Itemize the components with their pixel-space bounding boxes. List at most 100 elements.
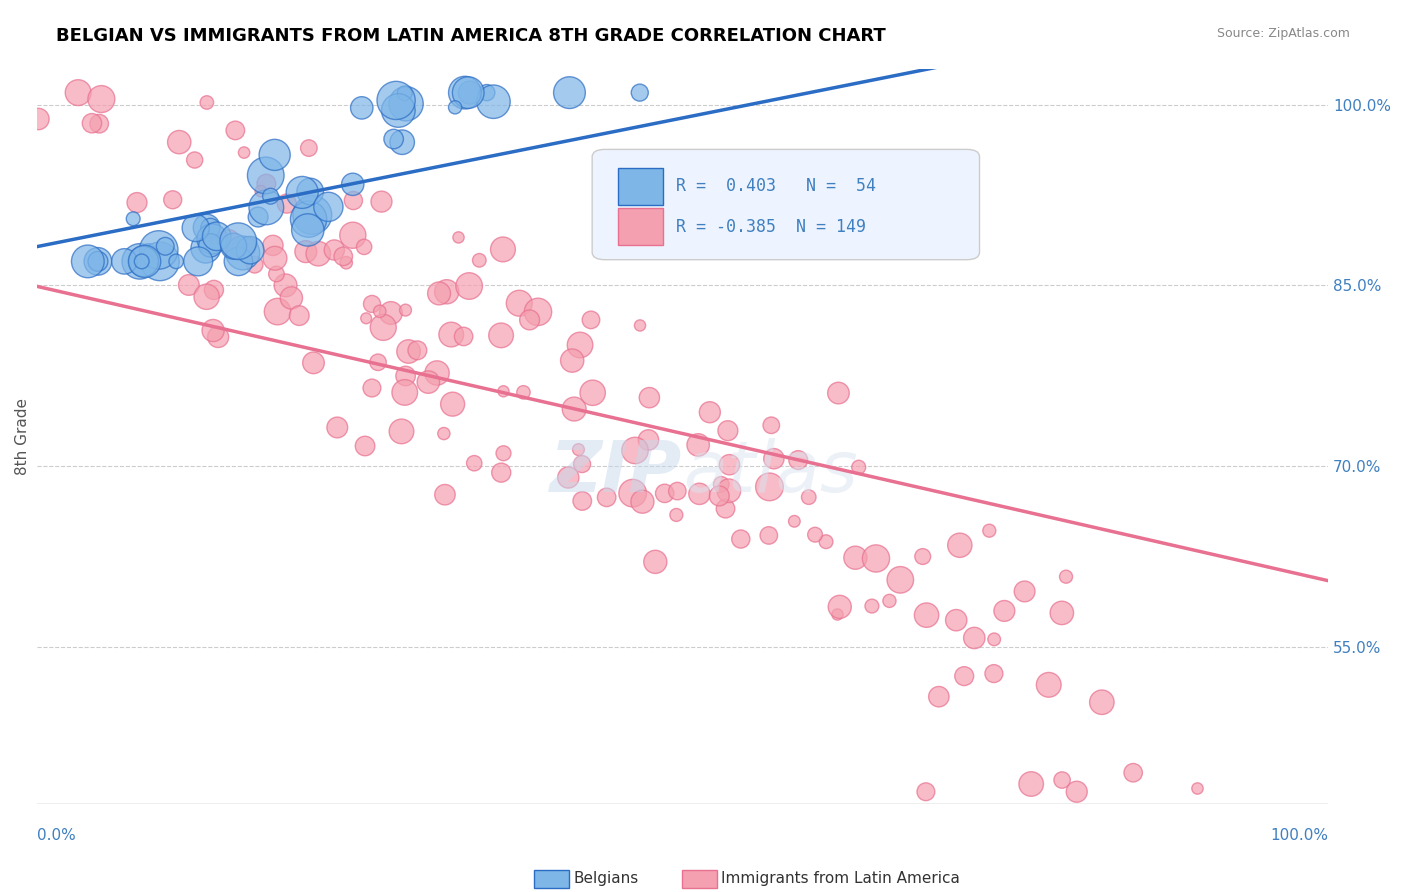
Point xyxy=(323,243,346,257)
Text: 100.0%: 100.0% xyxy=(1270,828,1329,843)
Point xyxy=(953,669,976,683)
Point xyxy=(492,446,515,460)
Point xyxy=(201,232,224,246)
Point xyxy=(254,177,277,191)
Point xyxy=(628,86,651,100)
Point xyxy=(149,254,172,268)
Point xyxy=(398,344,420,359)
Point xyxy=(224,123,246,137)
Point xyxy=(297,223,319,237)
Point xyxy=(783,514,806,528)
Point xyxy=(254,201,277,215)
Point xyxy=(519,313,541,327)
Point xyxy=(259,189,281,203)
Point xyxy=(298,141,321,155)
Point xyxy=(395,96,418,111)
Point xyxy=(406,343,429,358)
Point xyxy=(418,375,440,389)
Point xyxy=(1054,570,1077,584)
Text: Immigrants from Latin America: Immigrants from Latin America xyxy=(721,871,960,886)
Point xyxy=(200,238,222,252)
Point xyxy=(1019,777,1042,791)
Point xyxy=(761,418,783,433)
Point xyxy=(827,607,849,622)
Text: Source: ZipAtlas.com: Source: ZipAtlas.com xyxy=(1216,27,1350,40)
Point xyxy=(195,220,218,235)
Point xyxy=(758,528,780,542)
Point xyxy=(758,480,780,494)
Point xyxy=(177,277,200,292)
Point xyxy=(628,318,651,333)
Point xyxy=(382,132,405,146)
Point xyxy=(288,309,311,323)
Point xyxy=(350,101,373,115)
Point xyxy=(247,210,270,224)
Point xyxy=(291,186,314,200)
Point xyxy=(263,148,285,162)
Point xyxy=(717,483,740,498)
Point xyxy=(1038,678,1060,692)
Point xyxy=(1187,781,1209,796)
Point xyxy=(508,296,530,310)
Point xyxy=(489,466,512,480)
Point xyxy=(200,221,222,235)
Point xyxy=(326,420,349,434)
Point xyxy=(644,555,666,569)
Point xyxy=(1050,772,1073,787)
Point xyxy=(512,385,534,400)
Point xyxy=(264,252,287,266)
Point xyxy=(436,285,458,299)
Point xyxy=(165,254,187,268)
Point xyxy=(162,193,184,207)
Point xyxy=(557,470,579,484)
Point xyxy=(571,457,593,471)
FancyBboxPatch shape xyxy=(592,149,980,260)
Point xyxy=(860,599,883,613)
Point xyxy=(827,386,849,401)
Point xyxy=(184,221,207,235)
Text: Belgians: Belgians xyxy=(574,871,638,886)
Point xyxy=(262,238,284,252)
Point xyxy=(243,258,266,272)
Point xyxy=(87,254,110,268)
Point xyxy=(195,95,218,110)
Point xyxy=(134,254,156,268)
Point xyxy=(276,196,298,211)
Point xyxy=(307,246,329,260)
Point xyxy=(848,460,870,475)
Point xyxy=(90,92,112,106)
Point xyxy=(714,501,737,516)
Point xyxy=(482,95,505,109)
Point xyxy=(441,397,464,411)
Point xyxy=(394,87,416,101)
Point xyxy=(638,391,661,405)
Point xyxy=(879,594,901,608)
Point xyxy=(595,491,617,505)
Point xyxy=(688,438,710,452)
Point xyxy=(239,243,262,257)
Point xyxy=(205,229,228,244)
Point xyxy=(828,599,851,614)
Y-axis label: 8th Grade: 8th Grade xyxy=(15,398,30,475)
Point xyxy=(138,244,160,258)
Point xyxy=(232,246,254,260)
Text: BELGIAN VS IMMIGRANTS FROM LATIN AMERICA 8TH GRADE CORRELATION CHART: BELGIAN VS IMMIGRANTS FROM LATIN AMERICA… xyxy=(56,27,886,45)
Point xyxy=(475,86,498,100)
Point xyxy=(979,524,1001,538)
Text: R =  0.403   N =  54: R = 0.403 N = 54 xyxy=(676,178,876,195)
Point xyxy=(718,458,741,472)
Point xyxy=(222,239,245,253)
Point xyxy=(342,194,364,208)
Point xyxy=(76,254,98,268)
Point xyxy=(447,230,470,244)
Point xyxy=(492,384,515,399)
Point xyxy=(993,604,1015,618)
Point xyxy=(373,320,395,334)
Point xyxy=(131,254,153,268)
Point xyxy=(332,249,354,263)
Bar xyxy=(619,208,664,245)
Point xyxy=(361,297,384,311)
Point xyxy=(567,442,589,457)
Point xyxy=(295,244,318,259)
Point xyxy=(426,366,449,380)
